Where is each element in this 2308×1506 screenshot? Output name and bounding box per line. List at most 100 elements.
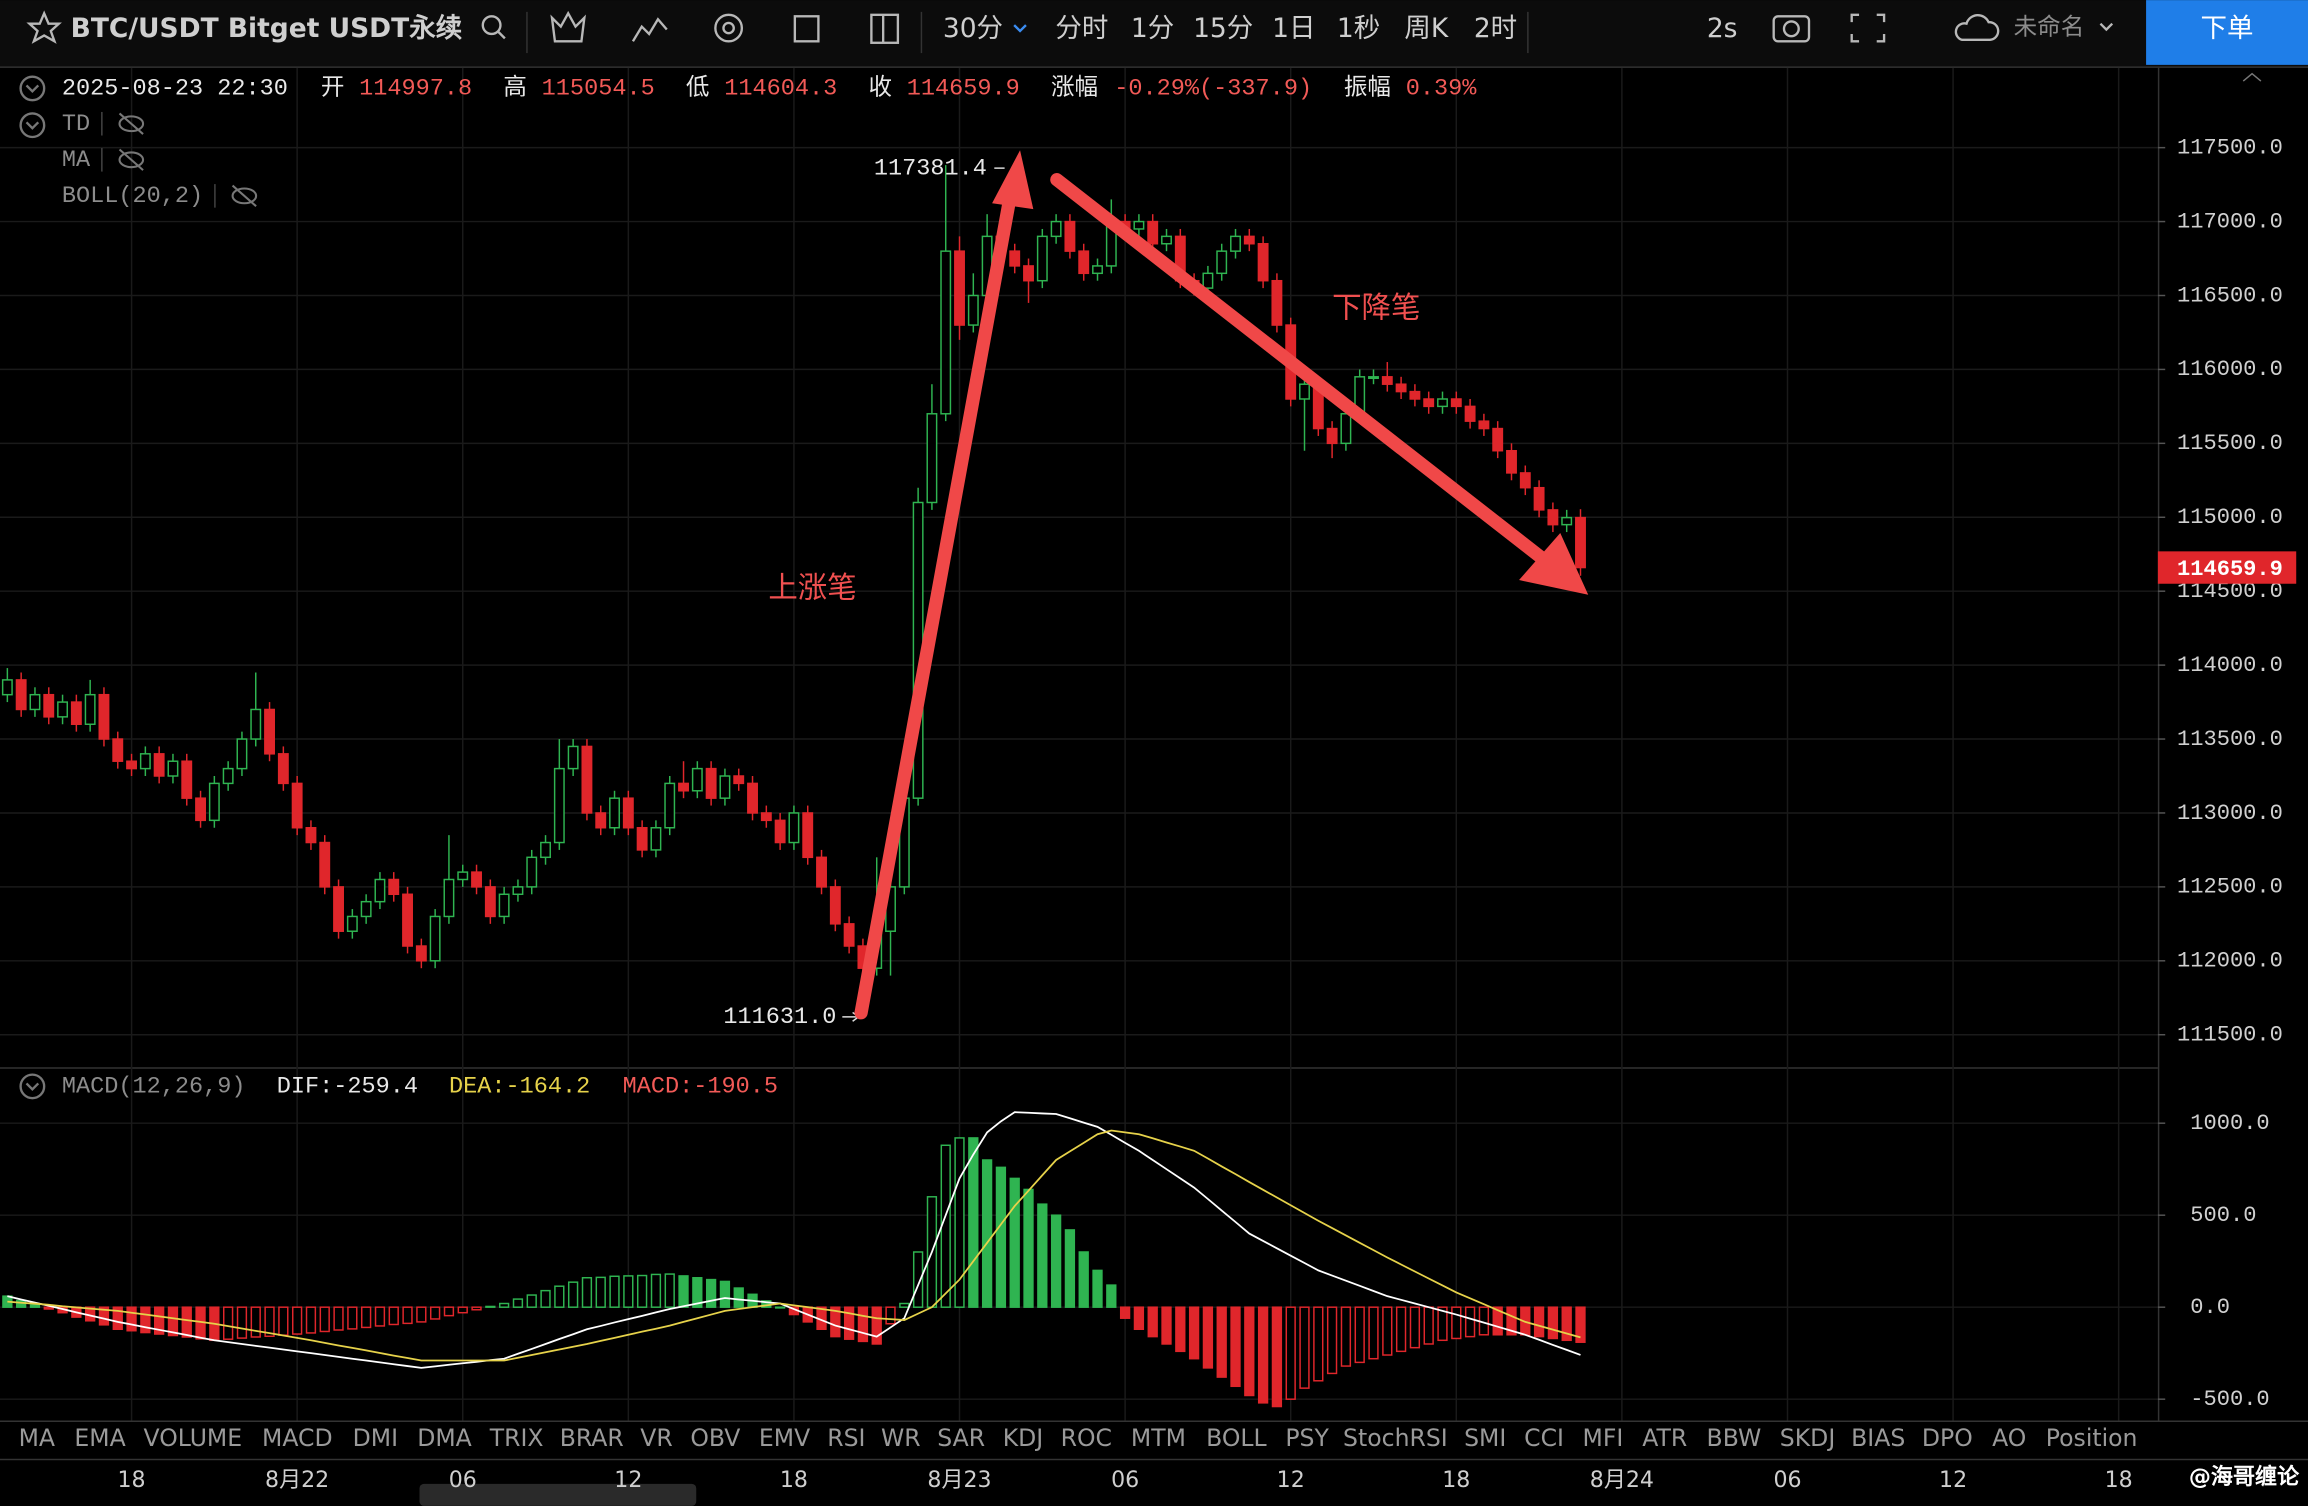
candle-body [954, 250, 965, 326]
candle-body [291, 782, 303, 829]
indicator-tab[interactable]: EMA [74, 1424, 125, 1452]
histogram-bar [540, 1289, 551, 1308]
panel-toggle[interactable] [19, 75, 46, 102]
candle-body [1533, 486, 1545, 511]
screenshot-icon[interactable] [1772, 15, 1811, 43]
histogram-bar [305, 1306, 317, 1334]
symbol[interactable]: BTC/USDT Bitget USDT永续 [71, 13, 463, 44]
indicator-tab[interactable]: AO [1992, 1424, 2026, 1452]
indicator-tab[interactable]: MA [19, 1424, 55, 1452]
candle-body [926, 413, 938, 504]
indicator-tab[interactable]: SMI [1464, 1424, 1506, 1452]
candle-body [595, 812, 607, 829]
indicator-tab[interactable]: ATR [1642, 1424, 1687, 1452]
indicator-value: MACD:-190.5 [623, 1074, 778, 1101]
indicator-tab[interactable]: SAR [937, 1424, 985, 1452]
indicator-tab[interactable]: MFI [1583, 1424, 1624, 1452]
indicator-tab[interactable]: BRAR [560, 1424, 624, 1452]
scrollbar[interactable] [419, 1483, 697, 1506]
order-button-label[interactable]: 下单 [2201, 13, 2254, 44]
crown-icon[interactable] [550, 10, 586, 43]
interval[interactable]: 分时 [1055, 13, 1108, 44]
indicator-tab[interactable]: BBW [1707, 1424, 1762, 1452]
candle-body [98, 693, 110, 740]
indicator-tab[interactable]: CCI [1524, 1424, 1564, 1452]
panel-toggle[interactable] [19, 112, 46, 139]
histogram-bar [29, 1304, 41, 1308]
candle-body [1147, 220, 1159, 245]
indicator-tab[interactable]: DMI [353, 1424, 398, 1452]
interval[interactable]: 15分 [1193, 13, 1253, 44]
refresh-rate[interactable]: 2s [1707, 13, 1738, 44]
indicator-tab[interactable]: ROC [1061, 1424, 1112, 1452]
indicator-tab[interactable]: PSY [1285, 1424, 1329, 1452]
candle-body [250, 708, 262, 740]
indicator-tab[interactable]: BOLL [1206, 1424, 1267, 1452]
cloud-icon[interactable] [1954, 14, 2000, 42]
interval[interactable]: 周K [1404, 13, 1448, 44]
candle-body [126, 760, 138, 770]
candle-body [429, 915, 441, 962]
overlay-label[interactable]: MA [62, 147, 91, 174]
panel-toggle[interactable] [19, 1073, 46, 1100]
x-tick-label: 18 [1442, 1468, 1470, 1493]
indicator-tab[interactable]: MACD [262, 1424, 333, 1452]
layout-caret[interactable] [2099, 22, 2114, 32]
layout-name[interactable]: 未命名 [2014, 13, 2085, 41]
histogram-bar [167, 1306, 179, 1337]
indicator-tab[interactable]: WR [881, 1424, 921, 1452]
indicator-tab[interactable]: Position [2046, 1424, 2138, 1452]
settings-icon[interactable] [714, 13, 744, 43]
indicator-tab[interactable]: EMV [759, 1424, 810, 1452]
search-icon[interactable] [481, 15, 506, 40]
indicator-tab[interactable]: VR [640, 1424, 672, 1452]
favorite-icon[interactable] [26, 10, 62, 44]
template-icon[interactable] [793, 15, 820, 43]
visibility-icon[interactable] [118, 148, 145, 171]
indicator-icon[interactable] [631, 17, 668, 42]
interval[interactable]: 1秒 [1337, 13, 1380, 44]
histogram-bar [126, 1306, 137, 1332]
interval-caret[interactable] [1013, 24, 1027, 33]
candle-body [319, 841, 331, 888]
indicator-tab[interactable]: BIAS [1851, 1424, 1905, 1452]
interval[interactable]: 1分 [1131, 13, 1174, 44]
candle-body [112, 738, 124, 762]
interval[interactable]: 30分 [943, 13, 1003, 44]
indicator-tab[interactable]: VOLUME [144, 1424, 243, 1452]
indicator-tab[interactable]: DPO [1922, 1424, 1973, 1452]
histogram-bar [581, 1277, 593, 1308]
collapse-caret[interactable] [2242, 72, 2262, 82]
histogram-bar [1216, 1306, 1227, 1378]
candle-body [678, 782, 689, 792]
interval[interactable]: 2时 [1474, 13, 1517, 44]
candle-body [540, 841, 551, 859]
indicator-tab[interactable]: SKDJ [1780, 1424, 1835, 1452]
candle-body [636, 827, 648, 851]
candle-body [1161, 235, 1172, 245]
indicator-tab[interactable]: StochRSI [1343, 1424, 1448, 1452]
indicator-tab[interactable]: KDJ [1003, 1424, 1044, 1452]
indicator-tab[interactable]: MTM [1131, 1424, 1186, 1452]
histogram-bar [995, 1166, 1007, 1308]
indicator-tab[interactable]: OBV [690, 1424, 740, 1452]
order-button[interactable] [2146, 0, 2308, 65]
interval[interactable]: 1日 [1272, 13, 1315, 44]
indicator-line [7, 1129, 1581, 1362]
indicator-tab[interactable]: DMA [417, 1424, 472, 1452]
layout-icon[interactable] [870, 13, 900, 44]
overlay-label[interactable]: TD [62, 111, 90, 138]
visibility-icon[interactable] [231, 184, 258, 207]
histogram-bar [609, 1275, 620, 1308]
ohlc-field: -0.29%(-337.9) [1114, 76, 1312, 103]
overlay-label[interactable]: BOLL(20,2) [62, 183, 203, 210]
ohlc-field: 114997.8 [359, 76, 472, 103]
candle-body [664, 782, 676, 829]
indicator-tab[interactable]: TRIX [489, 1424, 544, 1452]
candle-body [498, 893, 510, 918]
visibility-icon[interactable] [118, 112, 145, 135]
fullscreen-icon[interactable] [1850, 13, 1886, 43]
extreme-label: 111631.0 [723, 1004, 836, 1031]
indicator-tab[interactable]: RSI [827, 1424, 865, 1452]
histogram-bar [719, 1280, 731, 1308]
